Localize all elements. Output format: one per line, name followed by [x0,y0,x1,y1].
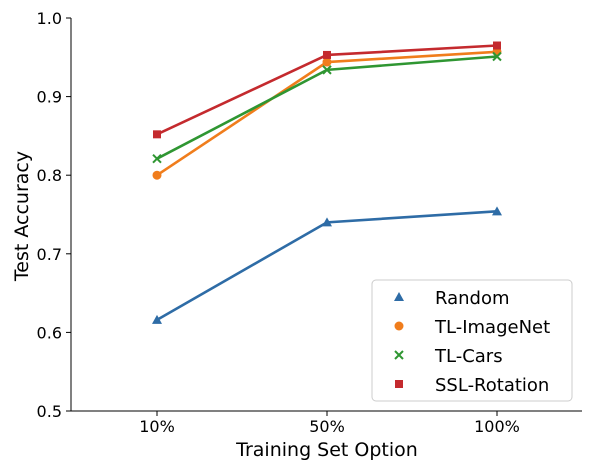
y-tick-label: 0.6 [37,323,62,342]
legend-label: Random [435,288,510,309]
legend-label: TL-ImageNet [434,317,550,338]
y-axis-label: Test Accuracy [11,151,33,282]
y-tick-label: 1.0 [37,9,62,28]
x-tick-label: 10% [139,417,175,436]
data-point [152,314,162,324]
data-point [492,51,502,62]
data-point [322,57,332,67]
legend: Random TL-ImageNet TL-Cars SSL-Rotation [371,279,573,402]
data-point [152,170,162,180]
legend-label: SSL-Rotation [435,375,549,396]
data-point [493,41,501,50]
legend-frame [371,279,573,402]
x-tick-label: 100% [474,417,520,436]
data-point [492,206,502,216]
x-axis-label: Training Set Option [235,439,418,461]
legend-marker [394,350,404,360]
y-tick-label: 0.5 [37,402,62,421]
data-point [322,217,332,227]
series-layer [152,41,502,324]
data-point [152,153,162,164]
legend-marker [394,321,404,331]
y-tick-label: 0.8 [37,166,62,185]
x-ticks: 10% 50% 100% [139,411,520,436]
legend-entry: Random [394,288,510,309]
series-line [155,55,499,160]
series-tl-cars [152,51,502,164]
y-tick-label: 0.9 [37,88,62,107]
series-ssl-rotation [153,41,501,139]
legend-entry: TL-ImageNet [394,317,550,338]
data-point [322,65,332,75]
legend-entry: SSL-Rotation [395,375,549,396]
y-tick-label: 0.7 [37,245,62,264]
series-random [152,206,502,324]
y-ticks: 0.5 0.6 0.7 0.8 0.9 1.0 [37,9,71,421]
x-tick-label: 50% [309,417,345,436]
data-point [153,130,161,139]
legend-label: TL-Cars [434,346,503,367]
series-tl-imagenet [152,47,502,180]
data-point [323,50,331,59]
legend-marker [395,380,403,388]
legend-entry: TL-Cars [394,346,503,367]
legend-marker [394,292,404,301]
